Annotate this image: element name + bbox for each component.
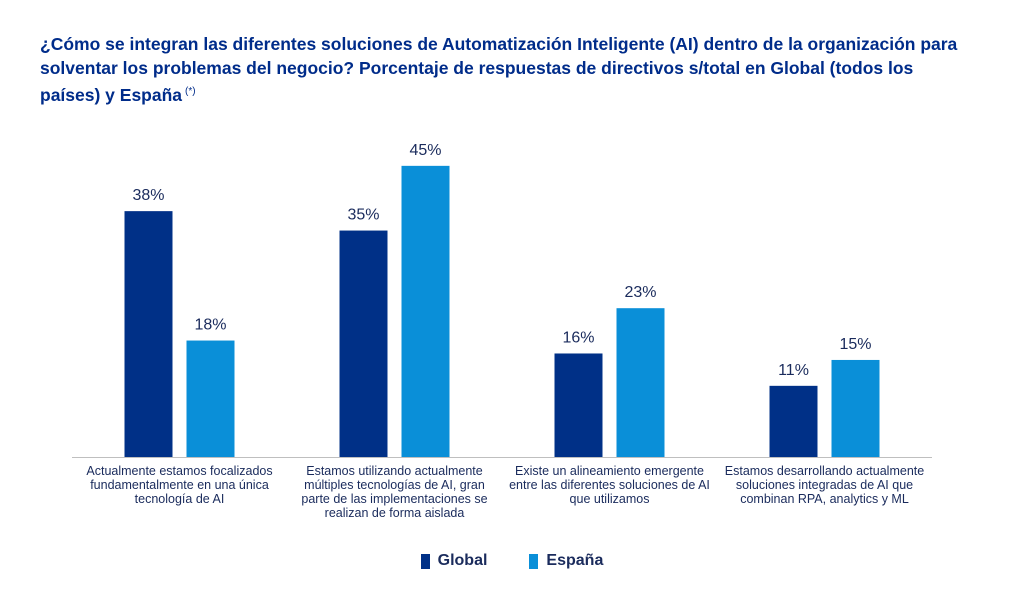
bar-global-4 — [769, 385, 818, 457]
bar-global-2 — [339, 230, 388, 457]
data-label-global-2: 35% — [347, 207, 379, 224]
legend-item-global: Global — [420, 552, 488, 570]
chart-title: ¿Cómo se integran las diferentes solucio… — [40, 32, 970, 107]
legend-swatch-espana — [529, 553, 539, 569]
data-label-espana-2: 45% — [409, 142, 441, 159]
title-footnote-mark: (*) — [185, 86, 196, 97]
legend-item-espana: España — [529, 552, 603, 570]
data-label-global-3: 16% — [562, 329, 594, 346]
bar-espana-2 — [401, 165, 450, 457]
legend-swatch-global — [420, 553, 430, 569]
bar-espana-3 — [616, 308, 665, 457]
category-label-1: Actualmente estamos focalizados fundamen… — [86, 464, 273, 506]
data-label-global-1: 38% — [132, 187, 164, 204]
legend: Global España — [0, 552, 1024, 570]
category-label-3: Existe un alineamiento emergente entre l… — [509, 464, 710, 506]
chart-title-text: ¿Cómo se integran las diferentes solucio… — [40, 34, 958, 105]
data-label-espana-1: 18% — [194, 317, 226, 334]
bar-global-1 — [124, 211, 173, 457]
category-label-4: Estamos desarrollando actualmente soluci… — [724, 464, 925, 506]
category-label-2: Estamos utilizando actualmente múltiples… — [301, 464, 488, 520]
bar-global-3 — [554, 353, 603, 457]
bar-espana-4 — [831, 359, 880, 457]
legend-label-global: Global — [437, 552, 488, 569]
bar-espana-1 — [186, 340, 235, 457]
data-label-espana-4: 15% — [839, 336, 871, 353]
legend-label-espana: España — [546, 552, 604, 569]
data-label-espana-3: 23% — [624, 284, 656, 301]
data-label-global-4: 11% — [778, 362, 809, 379]
